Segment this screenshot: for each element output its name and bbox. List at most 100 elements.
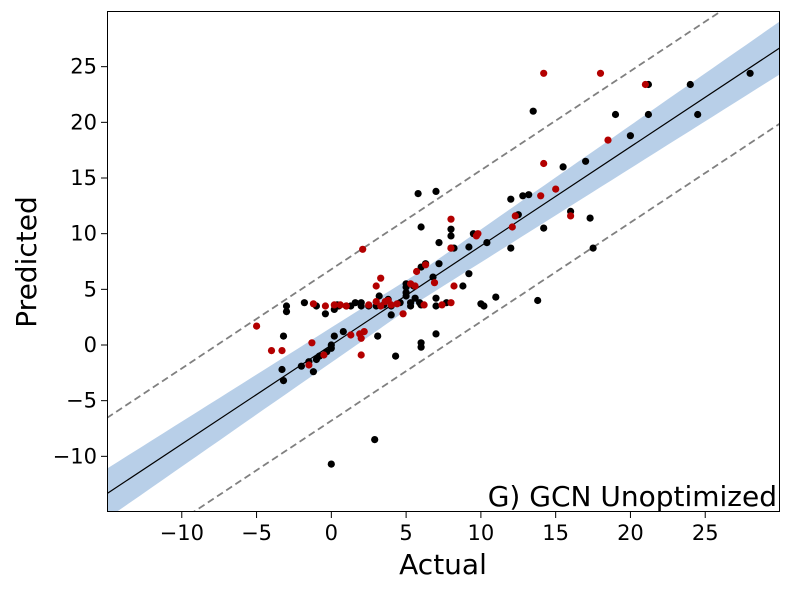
data-point-black — [432, 330, 440, 338]
x-tick-label: −10 — [160, 521, 204, 545]
x-tick-label: 25 — [692, 521, 719, 545]
x-tick-label: 20 — [617, 521, 644, 545]
data-point-black — [414, 190, 422, 198]
data-point-black — [559, 163, 567, 171]
x-axis-label: Actual — [399, 548, 487, 581]
data-point-black — [477, 300, 485, 308]
data-point-red — [359, 245, 367, 253]
data-point-black — [279, 332, 288, 340]
data-point-red — [305, 361, 313, 369]
data-point-red — [336, 301, 344, 309]
data-point-red — [540, 159, 548, 168]
data-point-red — [347, 331, 355, 339]
data-point-red — [567, 212, 575, 220]
data-point-red — [438, 301, 446, 309]
data-point-black — [387, 311, 395, 319]
data-point-black — [309, 368, 317, 376]
data-point-black — [586, 214, 594, 222]
y-tick-label: 0 — [84, 333, 97, 357]
data-point-black — [407, 299, 415, 307]
data-point-black — [435, 239, 443, 247]
data-point-red — [357, 351, 365, 359]
data-point-red — [511, 212, 519, 220]
data-point-black — [459, 282, 467, 290]
data-point-red — [420, 301, 428, 309]
data-point-red — [308, 339, 316, 347]
data-point-black — [374, 332, 382, 340]
data-point-black — [339, 328, 347, 336]
data-point-red — [430, 279, 439, 287]
data-point-red — [641, 80, 650, 89]
data-point-red — [552, 185, 560, 193]
data-point-black — [278, 365, 286, 374]
data-point-red — [381, 298, 389, 306]
x-tick-label: 15 — [542, 521, 569, 545]
data-point-black — [519, 192, 527, 200]
data-point-red — [356, 330, 364, 338]
data-point-black — [746, 69, 754, 77]
data-point-red — [604, 136, 612, 144]
data-point-red — [377, 274, 385, 282]
data-point-black — [417, 343, 425, 351]
data-point-black — [327, 460, 335, 468]
data-point-black — [357, 299, 365, 307]
data-point-red — [365, 301, 373, 309]
data-point-black — [582, 157, 590, 165]
data-point-black — [686, 80, 694, 89]
data-point-black — [312, 355, 320, 364]
y-tick-label: −10 — [53, 444, 97, 468]
y-tick-label: −5 — [66, 389, 97, 413]
data-point-red — [320, 351, 328, 359]
data-point-red — [508, 223, 516, 231]
data-point-red — [596, 69, 605, 77]
data-point-black — [507, 244, 515, 252]
x-tick-label: 10 — [468, 521, 495, 545]
data-point-black — [694, 110, 702, 119]
data-point-red — [278, 347, 286, 355]
data-point-black — [529, 107, 537, 115]
data-point-red — [372, 282, 380, 290]
y-tick-label: 25 — [70, 55, 97, 79]
data-point-black — [392, 352, 400, 360]
data-point-red — [537, 192, 545, 200]
data-point-red — [422, 261, 430, 269]
data-point-black — [297, 362, 305, 370]
x-tick-label: 5 — [399, 521, 412, 545]
data-point-red — [407, 280, 415, 288]
data-point-black — [525, 191, 533, 199]
data-point-black — [465, 243, 473, 251]
data-point-red — [393, 300, 401, 308]
data-point-red — [472, 232, 480, 240]
data-point-red — [309, 300, 317, 308]
data-point-red — [540, 69, 548, 77]
data-point-red — [399, 310, 407, 318]
data-point-red — [447, 244, 455, 252]
plot-frame — [107, 11, 780, 512]
data-point-black — [417, 223, 425, 231]
data-point-black — [540, 224, 548, 232]
data-point-black — [589, 244, 597, 252]
data-point-black — [375, 292, 383, 300]
data-point-red — [450, 282, 458, 290]
data-point-black — [321, 310, 329, 318]
lower-bound-line — [191, 122, 780, 512]
data-point-black — [447, 225, 455, 233]
y-tick-label: 5 — [84, 277, 97, 301]
data-point-black — [282, 302, 291, 310]
x-tick-label: −5 — [241, 521, 272, 545]
y-axis-label: Predicted — [10, 196, 43, 327]
data-point-black — [371, 436, 379, 444]
data-point-black — [626, 132, 635, 140]
y-tick-label: 15 — [70, 166, 97, 190]
data-point-red — [267, 347, 276, 355]
data-point-black — [330, 332, 338, 340]
panel-label: G) GCN Unoptimized — [488, 480, 777, 513]
data-point-black — [534, 296, 542, 305]
data-point-red — [377, 302, 385, 310]
data-point-black — [429, 273, 437, 281]
data-point-black — [483, 239, 491, 247]
upper-bound-line — [107, 11, 723, 419]
data-point-red — [447, 299, 455, 307]
data-point-red — [447, 215, 455, 223]
